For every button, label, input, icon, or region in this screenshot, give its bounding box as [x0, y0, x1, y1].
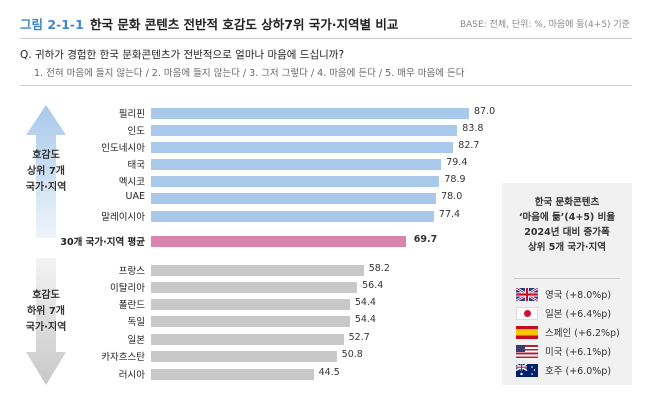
list-item: 호주 (+6.0%p) [516, 363, 611, 377]
category-label: 말레이시아 [101, 212, 145, 223]
bar [151, 281, 358, 293]
divider [514, 278, 620, 279]
divider [20, 38, 632, 39]
item-label: 미국 (+6.1%p) [545, 347, 612, 358]
category-label: 일본 [127, 335, 145, 346]
data-label: 54.4 [354, 314, 376, 325]
up-arrow-icon [26, 105, 66, 238]
data-label: 83.8 [462, 123, 484, 134]
data-label: 78.0 [441, 191, 463, 202]
list-item: 일본 (+6.4%p) [516, 306, 611, 320]
chart-title: 한국 문화 콘텐츠 전반적 호감도 상하7위 국가·지역별 비교 [90, 17, 399, 32]
data-label: 54.4 [354, 297, 376, 308]
data-label: 77.4 [438, 209, 461, 220]
side-box-title: 한국 문화콘텐츠 ‘마음에 듦’(4+5) 비율 2024년 대비 증가폭 상위… [518, 197, 616, 253]
bar [151, 315, 350, 327]
item-label: 호주 (+6.0%p) [545, 366, 612, 377]
data-label: 56.4 [362, 280, 384, 291]
category-label: 30개 국가·지역 평균 [60, 237, 145, 248]
data-label: 58.2 [368, 263, 390, 274]
category-label: 태국 [127, 160, 145, 171]
base-note: BASE: 전체, 단위: %, 마음에 듦(4+5) 기준 [459, 20, 630, 30]
item-label: 영국 (+8.0%p) [545, 290, 612, 301]
category-label: 인도 [127, 126, 145, 137]
uk-flag-icon [516, 287, 538, 301]
category-label: 러시아 [118, 370, 145, 381]
usa-flag-icon [516, 344, 538, 358]
spain-flag-icon [516, 325, 538, 339]
figure-number: 그림 2-1-1 [20, 17, 84, 32]
bar [151, 210, 434, 222]
data-label: 50.8 [341, 349, 363, 360]
answer-scale: 1. 전혀 마음에 들지 않는다 / 2. 마음에 들지 않는다 / 3. 그저… [34, 68, 465, 79]
list-item: 스페인 (+6.2%p) [516, 325, 620, 339]
bar [151, 107, 469, 119]
bar [151, 333, 344, 345]
question-text: Q. 귀하가 경험한 한국 문화콘텐츠가 전반적으로 얼마나 마음에 드십니까? [20, 49, 345, 61]
category-label: 카자흐스탄 [101, 352, 145, 363]
data-label: 87.0 [474, 106, 496, 117]
category-label: UAE [125, 191, 145, 202]
divider [20, 85, 632, 86]
category-label: 멕시코 [118, 177, 145, 188]
category-label: 폴란드 [118, 300, 145, 311]
item-label: 일본 (+6.4%p) [545, 309, 612, 320]
category-label: 인도네시아 [101, 143, 145, 154]
side-box: 한국 문화콘텐츠 ‘마음에 듦’(4+5) 비율 2024년 대비 증가폭 상위… [502, 183, 632, 385]
average-bar [151, 235, 406, 247]
category-label: 독일 [127, 317, 145, 328]
category-label: 필리핀 [118, 109, 145, 120]
bar [151, 264, 364, 276]
bar [151, 350, 337, 362]
list-item: 영국 (+8.0%p) [516, 287, 611, 301]
list-item: 미국 (+6.1%p) [516, 344, 611, 358]
bar [151, 298, 350, 310]
group-arrows [26, 105, 66, 385]
data-label: 44.5 [318, 367, 340, 378]
data-label: 52.7 [348, 332, 370, 343]
japan-flag-icon [516, 306, 538, 320]
data-label: 82.7 [458, 140, 480, 151]
bar [151, 124, 458, 136]
australia-flag-icon [516, 363, 538, 377]
bar [151, 175, 440, 187]
data-label: 78.9 [444, 174, 466, 185]
data-label: 69.7 [413, 234, 438, 245]
category-label: 프랑스 [118, 266, 145, 277]
data-label: 79.4 [446, 157, 468, 168]
bar [151, 192, 437, 204]
bar [151, 158, 442, 170]
category-label: 이탈리아 [110, 283, 145, 294]
item-label: 스페인 (+6.2%p) [545, 328, 620, 339]
bottom-group-label: 호감도 하위 7개 국가·지역 [25, 290, 67, 333]
bar [151, 368, 314, 380]
top-group-label: 호감도 상위 7개 국가·지역 [25, 150, 67, 193]
bar [151, 141, 454, 153]
down-arrow-icon [26, 258, 66, 385]
